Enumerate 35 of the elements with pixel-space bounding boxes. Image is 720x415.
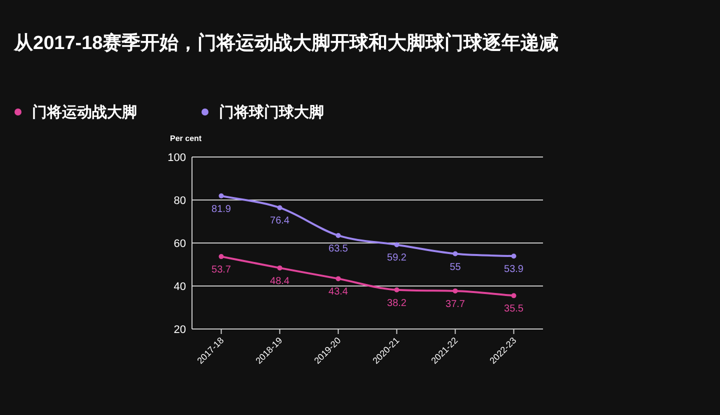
point [452, 251, 458, 256]
y-axis-title: Per cent [170, 134, 202, 143]
data-label: 35.5 [504, 304, 524, 315]
point [511, 293, 516, 298]
legend-label: 门将运动战大脚 [32, 103, 137, 121]
point [511, 254, 516, 259]
y-tick-label: 80 [174, 195, 186, 207]
y-tick-label: 40 [174, 281, 186, 293]
data-label: 37.7 [446, 298, 466, 310]
data-label: 53.9 [504, 264, 524, 276]
y-tick-label: 60 [174, 238, 186, 250]
data-label: 53.7 [212, 264, 232, 276]
point [336, 276, 341, 282]
y-tick-label: 20 [174, 324, 186, 336]
y-tick-label: 100 [168, 152, 186, 164]
legend-label: 门将球门球大脚 [219, 103, 324, 121]
point [394, 242, 400, 248]
point [394, 287, 400, 292]
data-label: 43.4 [328, 286, 348, 298]
point [218, 193, 224, 198]
data-label: 63.5 [328, 243, 348, 254]
data-label: 48.4 [270, 276, 290, 287]
data-label: 76.4 [270, 216, 290, 227]
data-label: 55 [450, 262, 462, 273]
data-label: 59.2 [387, 252, 407, 264]
point [336, 232, 341, 238]
data-label: 38.2 [387, 298, 407, 309]
legend-item: 门将球门球大脚 [202, 104, 324, 121]
point [218, 254, 224, 260]
point [277, 265, 282, 270]
chart-title: 从2017-18赛季开始，门将运动战大脚开球和大脚球门球逐年递减 [13, 32, 559, 54]
point [452, 288, 458, 294]
point [277, 205, 282, 210]
data-label: 81.9 [212, 204, 232, 215]
legend-item: 门将运动战大脚 [14, 104, 137, 121]
